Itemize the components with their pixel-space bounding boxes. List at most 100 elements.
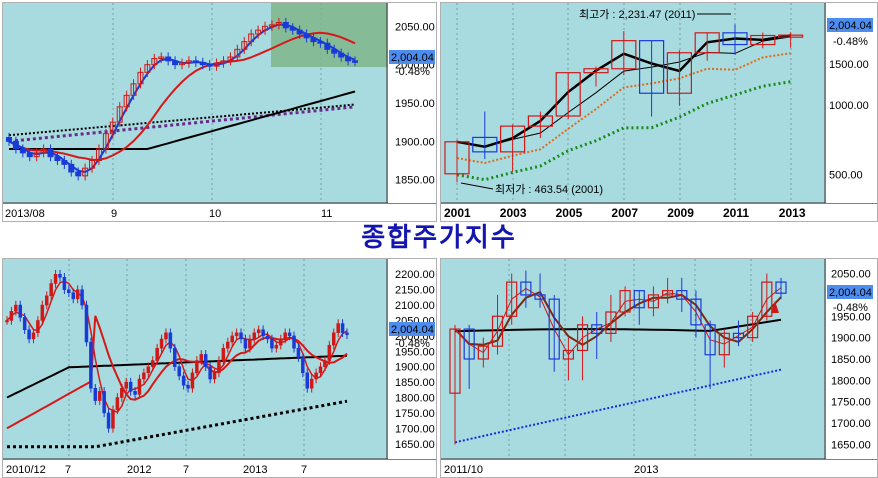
candle-body [177, 366, 181, 377]
candle-body [690, 298, 702, 326]
candle-body [239, 332, 243, 340]
candle-body [323, 360, 327, 367]
ma-60-line [454, 318, 782, 333]
ma-5-line [6, 280, 348, 414]
candle-body [192, 60, 199, 63]
ma-3-line [454, 287, 782, 356]
candle-body [58, 273, 62, 278]
candle-body [40, 304, 45, 321]
candle-body [199, 354, 204, 361]
candle-body [449, 328, 461, 394]
x-tick-label: 2013/08 [5, 208, 45, 220]
candle-body [61, 160, 68, 165]
ma-60-line [6, 354, 348, 399]
x-tick-label: 2010/12 [6, 464, 46, 476]
candle-body [268, 24, 275, 27]
x-tick-label: 7 [183, 464, 189, 476]
x-axis-area [441, 460, 877, 477]
x-tick-label: 2007 [611, 206, 638, 220]
candle-body [137, 71, 144, 85]
candle-body [144, 64, 151, 73]
candle-body [327, 344, 332, 361]
candle-body [310, 37, 317, 43]
last-value-label: 2,004.04 [391, 324, 434, 336]
last-value-badge [827, 18, 873, 32]
candle-body [186, 384, 190, 389]
candle-body [282, 22, 289, 29]
y-tick-label: 1750.00 [395, 408, 435, 420]
candle-body [261, 329, 265, 337]
candle-body [583, 68, 609, 74]
candle-body [67, 289, 71, 293]
low-arrow [460, 182, 494, 190]
y-tick-label: 1900.00 [395, 362, 435, 374]
y-tick-label: 1650.00 [395, 439, 435, 451]
candle-body [199, 61, 206, 66]
candle-body [14, 304, 18, 312]
candle-body [31, 332, 36, 340]
candle-body [289, 27, 296, 31]
candle-body [444, 141, 470, 175]
candle-body [274, 344, 279, 349]
candle-body [47, 148, 54, 158]
y-tick-label: 2150.00 [395, 285, 435, 297]
last-value-label: 2,004.04 [829, 20, 872, 32]
candle-body [704, 324, 716, 356]
candle-body [128, 381, 133, 392]
candle-body [336, 323, 340, 334]
candle-body [220, 60, 227, 64]
weekly-chart-panel: 2200.00 2150.00 2100.00 2050.00 2000.00 1950.… [2, 258, 437, 478]
candle-body [331, 48, 338, 54]
x-tick-label: 7 [65, 464, 71, 476]
candle-body [89, 160, 96, 169]
candle-body [179, 62, 185, 66]
candle-body [275, 22, 282, 26]
monthly-chart-panel: 2050.00 2,004.04 -0.48% 1950.00 1900.00 1850.… [440, 258, 878, 478]
candle-body [6, 137, 12, 142]
y-axis-area [826, 3, 877, 203]
y-tick-label: 500.00 [829, 170, 863, 182]
candle-body [639, 40, 665, 94]
candle-body [234, 48, 241, 58]
candle-body [84, 304, 89, 343]
candle-body [463, 328, 475, 360]
candle-body [301, 357, 305, 374]
candle-body [124, 381, 128, 389]
candle-body [33, 152, 40, 158]
monthly-chart: 2050.00 2,004.04 -0.48%1950.00 1900.00 1850.… [441, 259, 877, 477]
up-arrow-icon [771, 301, 779, 313]
candle-body [332, 332, 336, 346]
last-value-label: 2,004.04 [829, 287, 872, 299]
x-axis-area [441, 204, 877, 221]
candle-body [520, 281, 532, 296]
candle-body [116, 106, 123, 123]
candle-body [309, 378, 314, 389]
ma-240-line [8, 105, 356, 143]
candle-body [345, 332, 349, 335]
candle-body [499, 125, 526, 153]
candle-body [472, 136, 498, 153]
candle-body [150, 360, 155, 367]
change-label: -0.48% [833, 36, 868, 48]
y-tick-label: 1800.00 [395, 393, 435, 405]
candle-body [248, 33, 255, 43]
candle-body [217, 360, 221, 374]
candle-body [54, 156, 61, 162]
change-label: -0.48% [395, 66, 430, 78]
candle-body [146, 366, 151, 374]
candle-body [775, 281, 787, 294]
y-tick-label: 1800.00 [831, 375, 871, 387]
candle-body [5, 320, 9, 323]
candle-body [676, 290, 688, 300]
candle-body [44, 295, 49, 306]
candle-body [270, 338, 274, 349]
x-tick-label: 10 [209, 208, 221, 220]
candle-body [89, 341, 93, 389]
candle-body [255, 29, 262, 35]
candle-body [345, 56, 352, 62]
daily-chart-panel: 2050.00 2000.00 1950.00 1900.00 1850.00 2,004… [2, 2, 437, 222]
ma-120-line [8, 103, 356, 137]
candle-body [95, 148, 102, 161]
candle-body [62, 277, 67, 290]
candle-body [111, 409, 115, 429]
